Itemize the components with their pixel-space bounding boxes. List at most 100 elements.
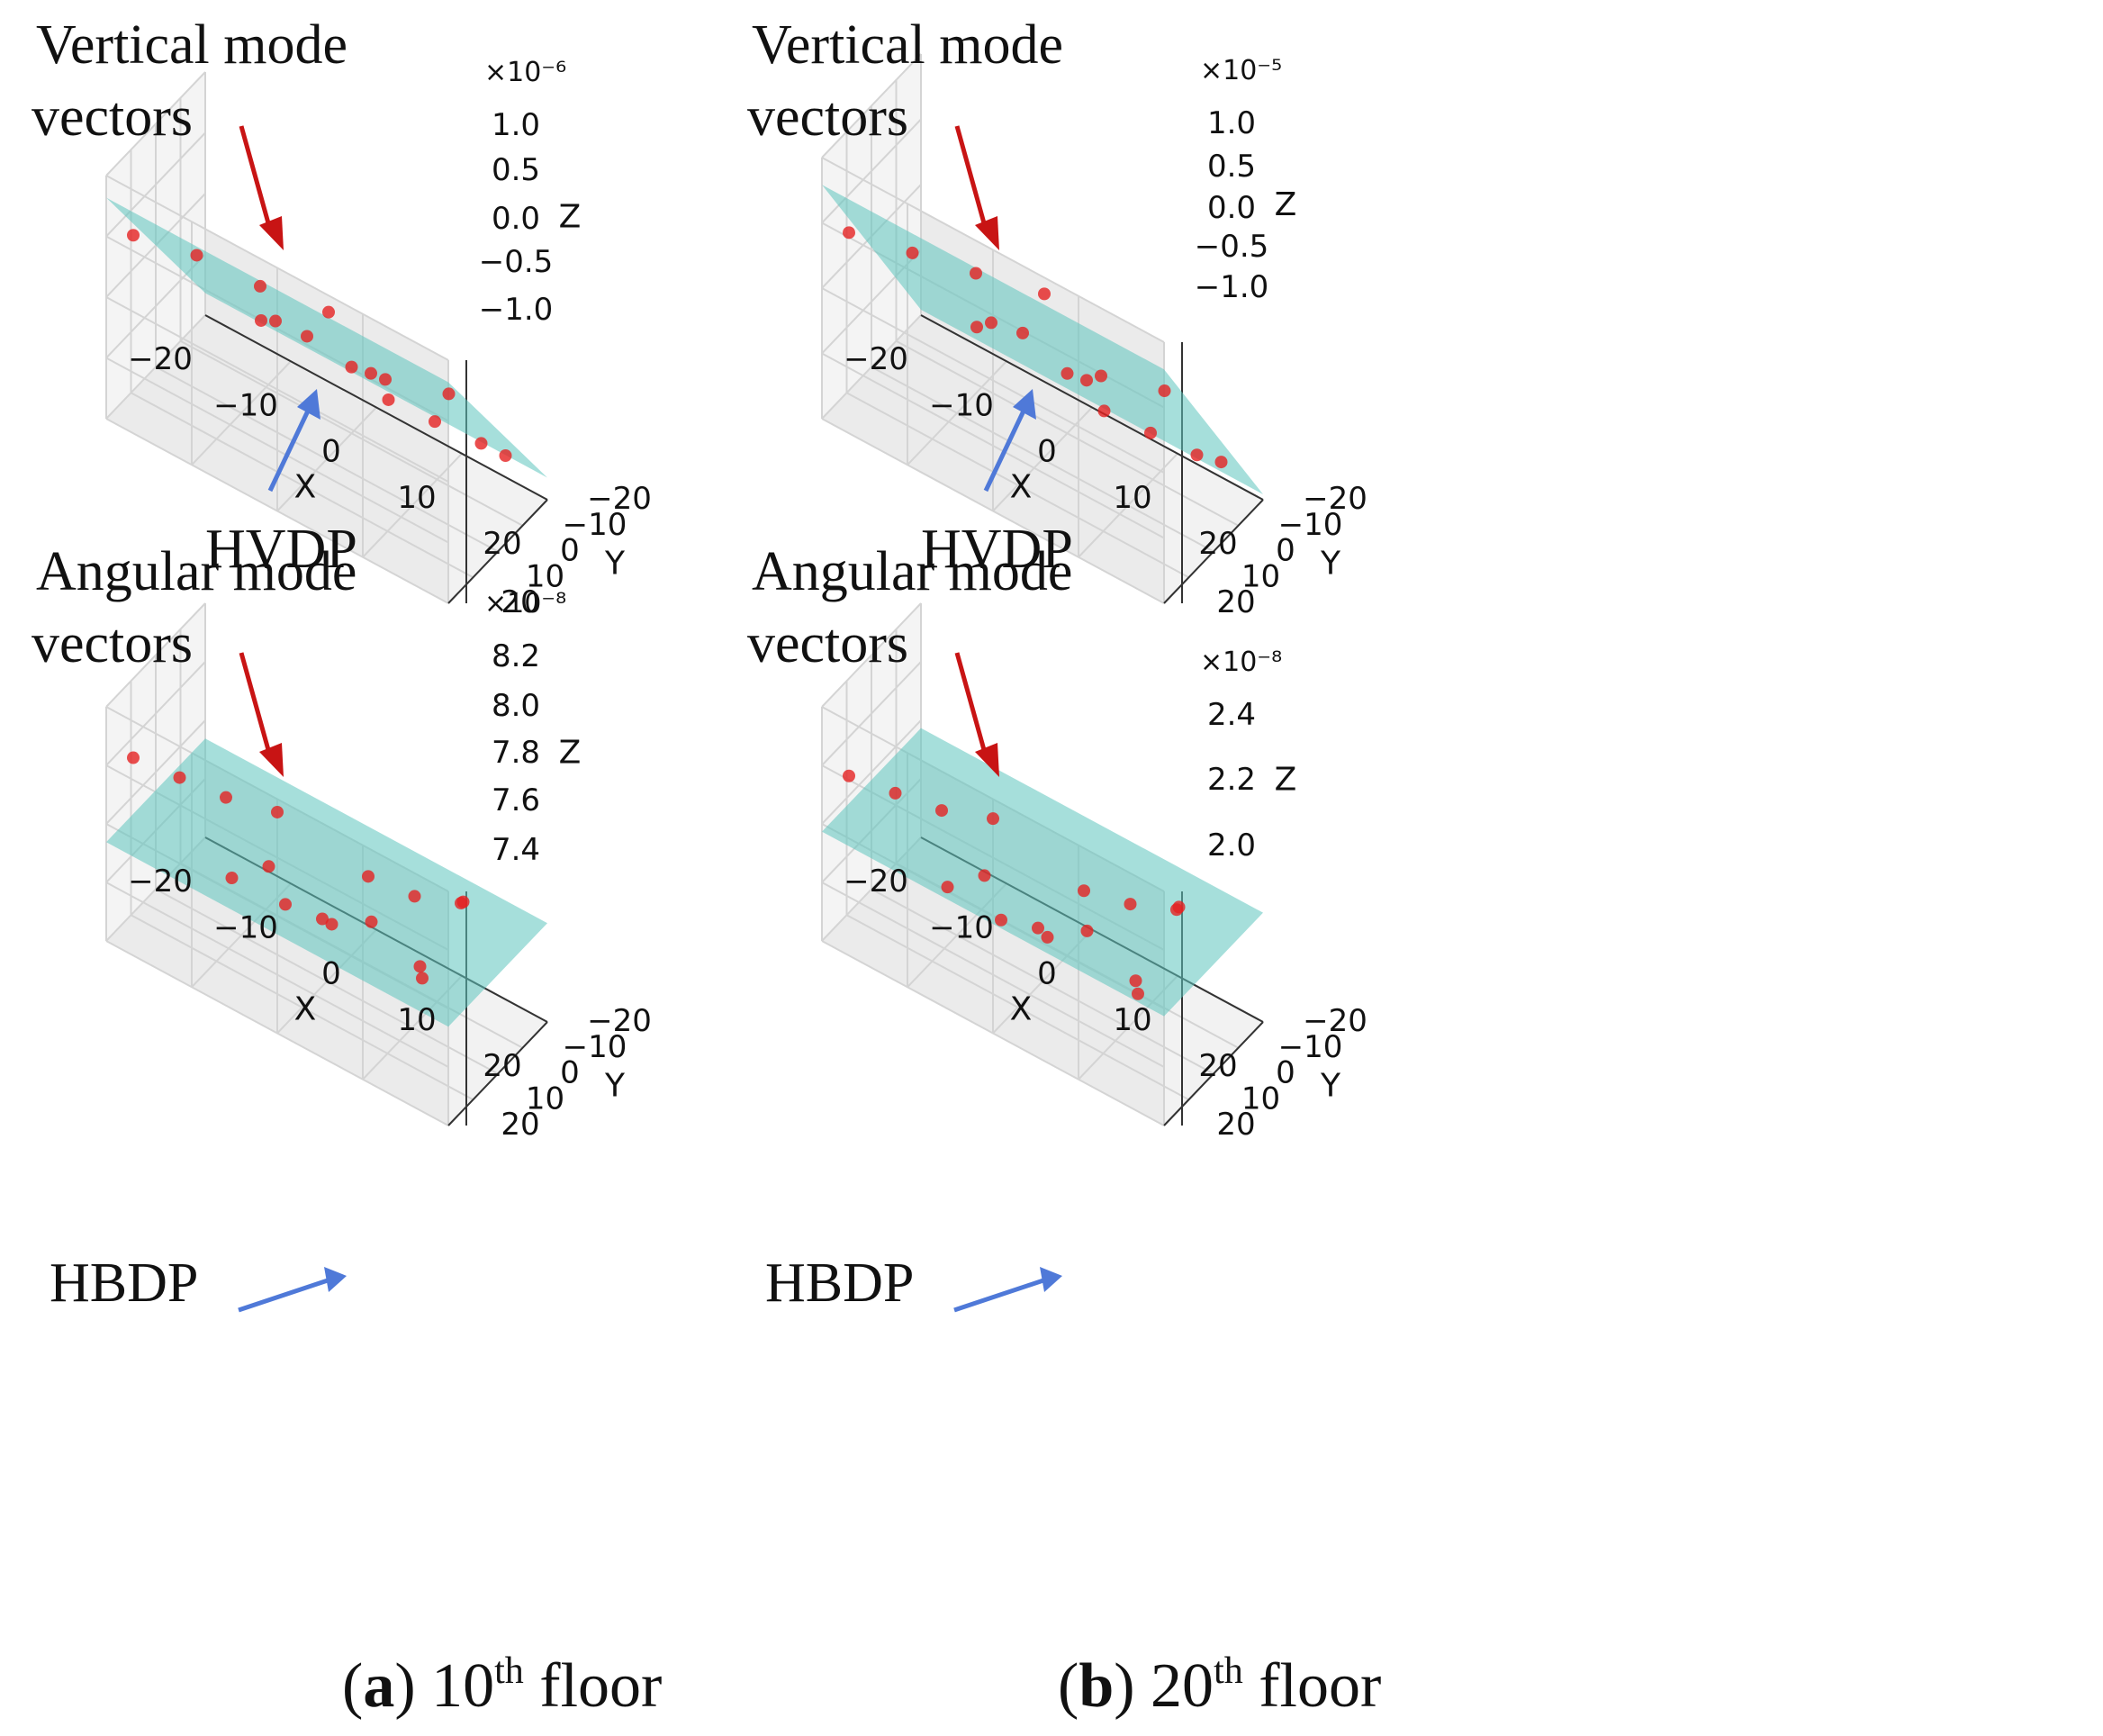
x-tick-label: 0 [1037,434,1057,470]
caption-text: (b) 20th floor [1058,1650,1381,1721]
x-axis-line [920,314,1264,501]
z-tick-label: 7.4 [492,832,540,868]
floor-grid-line [131,914,474,1101]
caption-floor: floor [524,1651,663,1721]
data-point [1080,924,1094,937]
z-tick-label: 8.2 [492,638,540,674]
data-point [279,898,292,911]
data-point [254,279,266,293]
fitted-plane [822,728,1263,1017]
x-tick-label: −20 [844,863,908,900]
data-point [1214,456,1228,469]
wall-grid-line [105,357,449,544]
floor-grid-line [821,940,1165,1126]
y-axis-label: Y [1320,546,1341,583]
wall-grid-line [821,352,1165,539]
x-axis-line [204,314,548,501]
caption-paren-close: ) 20 [1114,1651,1214,1721]
wall-grid-line [821,287,1165,474]
data-point [843,769,855,782]
data-point [127,229,140,242]
caption-text: (a) 10th floor [342,1650,662,1721]
floor-grid-line [155,366,499,553]
caption-superscript: th [1214,1650,1243,1692]
annotation-mode-vectors-line1: Angular mode [752,541,1072,602]
annotation-mode-vectors-line1: Vertical mode [752,14,1063,76]
data-point [345,360,358,374]
data-point [269,314,282,328]
y-axis-line [1163,1021,1264,1126]
data-point [173,771,186,784]
vertical-arrowhead-icon [259,216,284,250]
annotation-mode-vectors-line2: vectors [32,86,193,148]
x-tick-label: 20 [483,1048,521,1084]
data-point [1158,384,1171,398]
caption-superscript: th [494,1650,524,1692]
data-point [1016,326,1029,339]
plane-arrow-icon [267,403,313,493]
z-exponent-label: ×10⁻⁸ [484,588,566,619]
z-tick-label: −0.5 [479,244,554,280]
wall-grid-line [821,661,922,766]
data-point [1095,369,1107,383]
z-tick-label: 0.5 [1207,149,1256,185]
y-tick-label: 0 [560,1055,580,1091]
plane-arrowhead-icon [324,1267,347,1292]
data-point [429,415,441,429]
annotation-mode-vectors-line1: Vertical mode [36,14,347,76]
floor-grid-line [871,366,1214,553]
data-point [382,393,395,406]
floor-grid-line [871,888,1214,1075]
y-tick-label: 20 [501,1107,539,1143]
caption-a: (a) 10th floor [342,1650,662,1721]
x-tick-label: −10 [929,387,994,423]
x-tick-label: −20 [128,341,193,377]
caption-b: (b) 20th floor [1058,1650,1381,1721]
data-point [127,751,140,764]
y-tick-label: 20 [1216,584,1255,620]
vertical-arrowhead-icon [975,743,999,777]
wall-grid-line [105,602,206,708]
data-point [906,246,919,259]
z-axis-label: Z [559,735,582,772]
vertical-arrow-icon [239,125,273,231]
annotation-mode-vectors-line2: vectors [32,613,193,674]
data-point [442,387,456,401]
wall-grid-line [821,602,922,708]
data-point [1032,921,1044,935]
z-exponent-label: ×10⁻⁶ [484,57,566,88]
data-point [1097,404,1111,418]
z-axis-label: Z [1275,762,1297,799]
z-exponent-label: ×10⁻⁵ [1200,55,1282,86]
y-axis-label: Y [1320,1068,1341,1105]
y-tick-label: 20 [1216,1107,1255,1143]
z-tick-label: 1.0 [492,107,540,143]
y-tick-label: −10 [563,1029,627,1065]
x-tick-label: 0 [321,956,341,992]
y-axis-line [447,1021,548,1126]
z-tick-label: 1.0 [1207,105,1256,141]
plane-label: HBDP [765,1252,914,1314]
wall-grid-line [821,719,922,825]
caption-letter: b [1079,1651,1114,1721]
z-tick-label: −0.5 [1195,229,1269,265]
z-tick-label: 2.0 [1207,827,1256,863]
data-point [1129,974,1142,988]
floor-grid-line [362,453,463,558]
z-tick-label: 0.5 [492,152,540,188]
x-tick-label: 0 [1037,956,1057,992]
y-tick-label: −10 [1278,1029,1343,1065]
data-point [1080,374,1093,387]
data-point [325,918,338,931]
y-tick-label: 10 [1241,1080,1280,1117]
x-tick-label: 10 [1113,1002,1151,1038]
y-axis-line [1163,499,1264,604]
data-point [190,249,203,262]
y-tick-label: 10 [526,558,564,594]
caption-letter: a [363,1651,394,1721]
data-point [1132,987,1144,1000]
data-point [843,226,855,240]
